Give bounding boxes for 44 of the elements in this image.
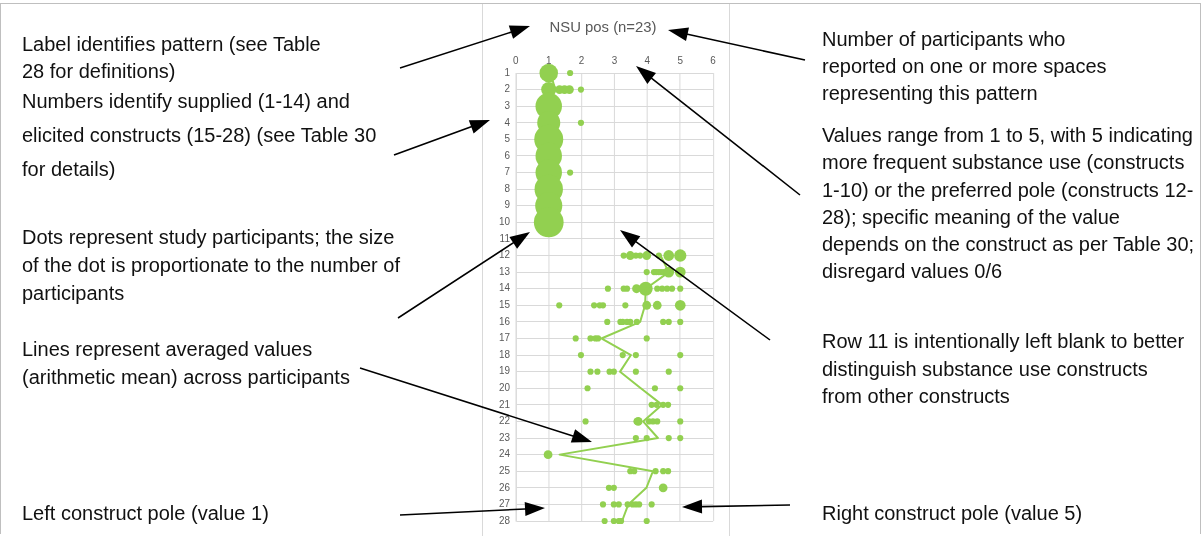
text: Numbers identify supplied (1-14) and elicited constructs (15-28) (see Table 30 for details)	[22, 89, 378, 182]
text: Dots represent study participants; the size of the dot is proportionate to the number of participants	[22, 225, 402, 306]
text: Right construct pole (value 5)	[822, 501, 1084, 526]
y-tick-label: 3	[504, 99, 511, 111]
y-tick-label: 10	[498, 216, 511, 228]
y-tick-label: 28	[498, 514, 511, 526]
y-tick-label: 9	[504, 199, 511, 211]
x-tick-label: 2	[578, 54, 585, 66]
text: Left construct pole (value 1)	[22, 501, 270, 526]
y-tick-label: 11	[499, 232, 511, 244]
text: Row 11 is intentionally left blank to better distinguish substance use constructs from other constructs	[822, 329, 1186, 409]
x-tick-label: 5	[677, 54, 684, 66]
x-tick-label: 1	[545, 54, 552, 66]
y-tick-label: 23	[498, 431, 511, 443]
y-tick-label: 24	[498, 448, 511, 460]
text: Lines represent averaged values (arithmetic mean) across participants	[22, 337, 351, 390]
y-tick-label: 22	[498, 415, 511, 427]
y-tick-label: 17	[498, 332, 511, 344]
y-tick-label: 7	[504, 166, 511, 178]
y-tick-label: 5	[504, 133, 511, 145]
text: Number of participants who reported on one or more spaces representing this pattern	[822, 27, 1108, 106]
y-tick-label: 15	[498, 299, 511, 311]
y-tick-label: 2	[504, 83, 511, 95]
x-tick-label: 0	[513, 54, 520, 66]
x-tick-label: 3	[611, 54, 618, 66]
x-tick-label: 6	[710, 54, 717, 66]
text: Values range from 1 to 5, with 5 indicating more frequent substance use (constructs 1-10) or the preferred pole (constructs 12-28); specific meaning of the value depends on the construct as per Table 30; disregard values 0/6	[822, 123, 1196, 285]
x-tick-label: 4	[644, 54, 651, 66]
y-tick-label: 19	[498, 365, 511, 377]
text: Label identifies pattern (see Table 28 for definitions)	[22, 32, 322, 84]
y-tick-label: 21	[498, 398, 511, 410]
y-tick-label: 18	[498, 348, 511, 360]
y-tick-label: 4	[504, 116, 511, 128]
chart-title: NSU pos (n=23)	[549, 18, 657, 36]
y-tick-label: 26	[498, 481, 511, 493]
y-tick-label: 27	[498, 498, 511, 510]
y-tick-label: 6	[504, 149, 511, 161]
y-tick-label: 8	[504, 182, 511, 194]
y-tick-label: 16	[498, 315, 511, 327]
y-tick-label: 14	[498, 282, 511, 294]
y-tick-label: 13	[498, 265, 511, 277]
y-tick-label: 20	[498, 381, 511, 394]
y-tick-label: 25	[498, 464, 511, 476]
y-tick-label: 1	[504, 66, 511, 78]
